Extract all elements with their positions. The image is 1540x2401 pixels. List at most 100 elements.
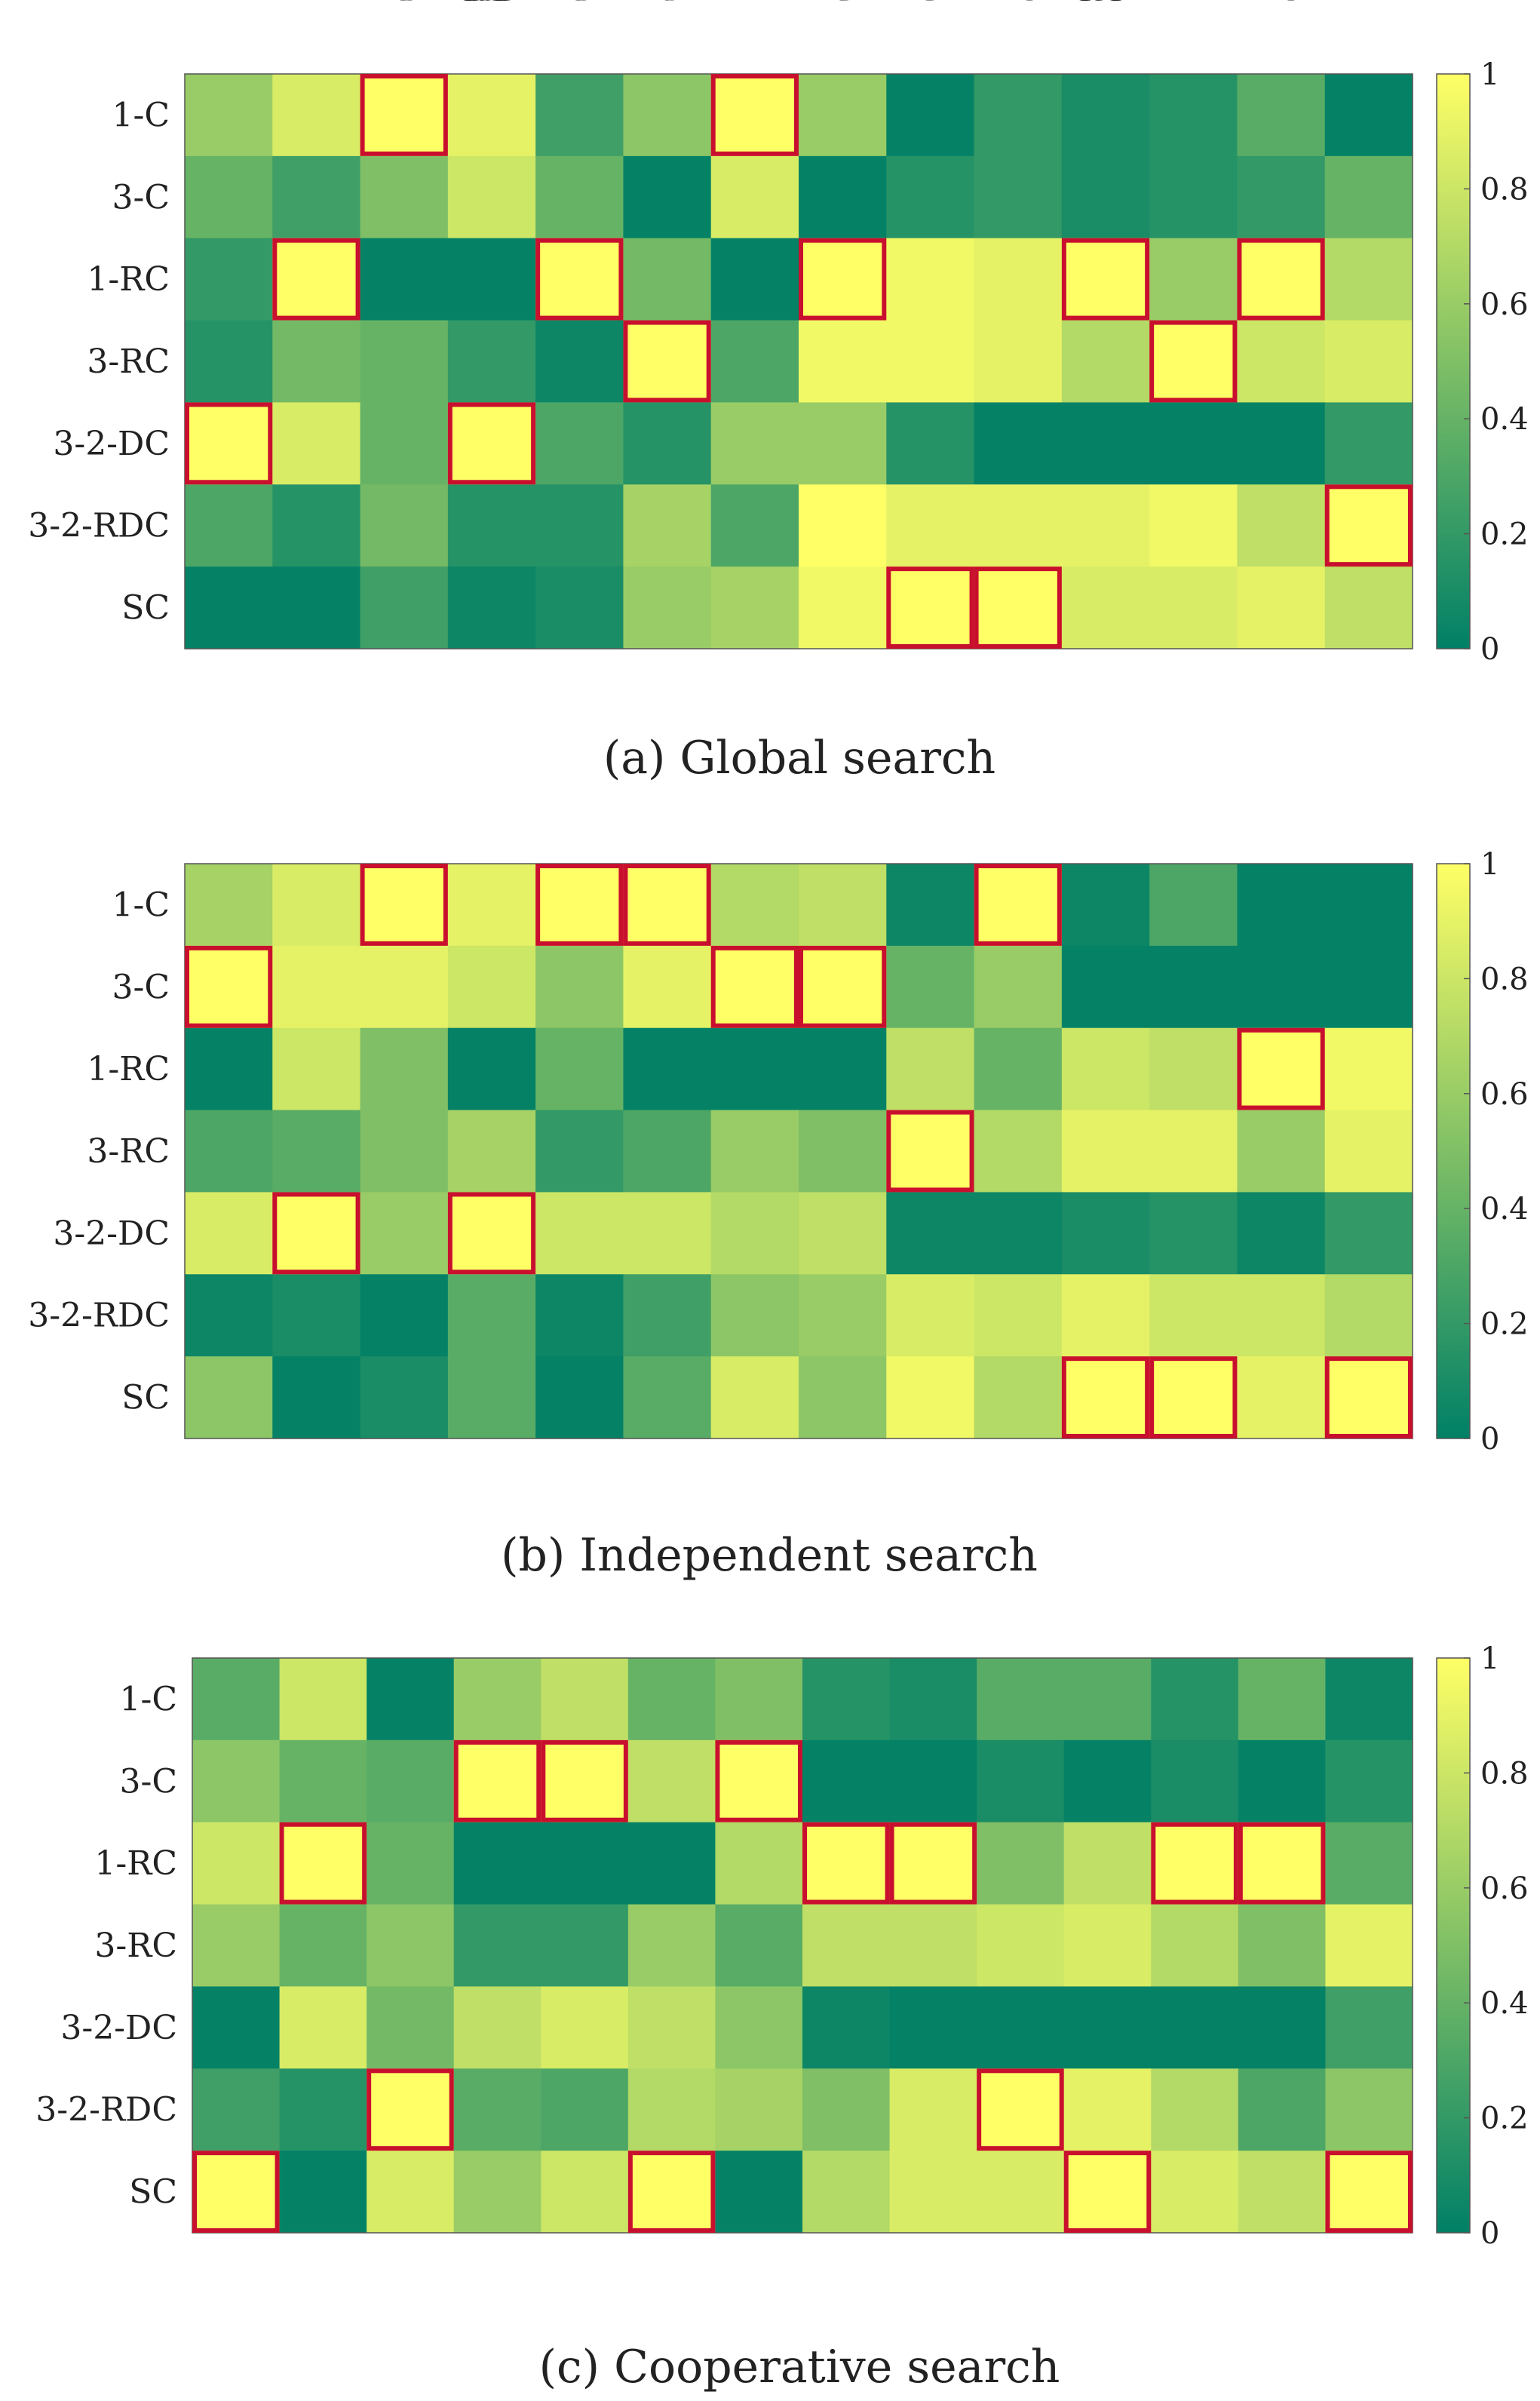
cell-r3-c10 [1061, 1110, 1150, 1193]
cell-r6-c9 [977, 2151, 1065, 2234]
cell-r1-c3 [447, 155, 536, 239]
column-label-2: 3 [394, 0, 415, 8]
cell-r0-c8 [889, 1658, 977, 1741]
cell-r2-c2 [367, 1822, 455, 1905]
cell-r2-c13 [1325, 1822, 1413, 1905]
cell-r2-c0 [185, 238, 273, 321]
cell-r0-c3 [447, 74, 536, 157]
cell-r6-c5 [623, 566, 712, 649]
highlight-r6-c13 [1325, 2151, 1413, 2233]
column-label-10: 11 [1084, 0, 1127, 8]
column-label-12: 13 [1260, 0, 1302, 8]
row-labels: 1-C 3-C 1-RC 3-RC 3-2-DC 3-2-RDC SC [35, 1680, 177, 2211]
row-label-2: 1-RC [87, 260, 170, 299]
cell-r1-c8 [886, 155, 975, 239]
cell-r1-c11 [1149, 945, 1238, 1029]
cell-r2-c9 [974, 1027, 1063, 1111]
cell-r2-c9 [977, 1822, 1065, 1905]
cell-r4-c10 [1061, 1192, 1150, 1275]
column-label-1: 2 [305, 0, 327, 8]
cell-r5-c7 [799, 484, 887, 567]
highlight-r4-c0 [185, 402, 273, 485]
cell-r2-c7 [799, 1027, 887, 1111]
cell-r0-c11 [1149, 74, 1238, 157]
cell-r4-c6 [710, 1192, 799, 1275]
cell-r0-c10 [1061, 864, 1150, 947]
column-label-13: 14 [1348, 0, 1390, 8]
highlight-r2-c1 [279, 1822, 367, 1905]
highlight-r6-c10 [1063, 2151, 1152, 2233]
cell-r5-c4 [541, 2068, 629, 2151]
column-label-9: 10 [997, 0, 1039, 8]
cell-r5-c2 [360, 484, 449, 567]
cell-r3-c12 [1237, 1110, 1326, 1193]
cell-r1-c1 [272, 155, 361, 239]
colorbar-label-0: 0 [1480, 2216, 1499, 2251]
cell-r6-c5 [623, 1356, 712, 1439]
column-label-4: 5 [569, 0, 590, 8]
cell-r5-c12 [1238, 2068, 1327, 2151]
cell-r3-c5 [627, 1904, 716, 1988]
cell-r4-c3 [453, 1986, 541, 2069]
cell-r0-c8 [886, 74, 975, 157]
cell-r1-c2 [360, 945, 449, 1029]
cell-r1-c4 [535, 155, 624, 239]
cell-r3-c8 [886, 320, 975, 404]
highlight-r1-c0 [185, 945, 273, 1028]
cell-r5-c3 [447, 1274, 536, 1357]
cell-r3-c12 [1237, 320, 1326, 404]
cell-r3-c2 [367, 1904, 455, 1988]
cell-r3-c12 [1238, 1904, 1327, 1988]
column-label-5: 6 [657, 0, 678, 8]
cell-r6-c1 [272, 566, 361, 649]
cell-r3-c9 [974, 1110, 1063, 1193]
cell-r2-c2 [360, 238, 449, 321]
cell-r6-c6 [710, 1356, 799, 1439]
highlight-r0-c5 [623, 864, 711, 946]
cell-r4-c4 [535, 402, 624, 485]
cell-r2-c3 [447, 1027, 536, 1111]
colorbar-label-2: 0.4 [1480, 1986, 1529, 2021]
column-label-13: 14 [1348, 0, 1390, 8]
group-label-t: αt [1074, 0, 1126, 11]
cell-r2-c11 [1149, 1027, 1238, 1111]
cell-r3-c2 [360, 1110, 449, 1193]
cell-r0-c3 [447, 864, 536, 947]
cell-r3-c1 [272, 1110, 361, 1193]
highlight-r5-c9 [977, 2068, 1064, 2151]
highlight-r0-c6 [710, 74, 799, 156]
panel-caption: (c) Cooperative search [539, 2341, 1060, 2393]
cell-r5-c13 [1325, 2068, 1413, 2151]
group-braces: αs αt [458, 0, 1126, 11]
highlight-r6-c8 [886, 566, 974, 649]
cell-r6-c2 [360, 566, 449, 649]
colorbar-gradient [1436, 1657, 1471, 2234]
cell-r4-c4 [535, 1192, 624, 1275]
column-label-4: 5 [574, 0, 595, 8]
cell-r0-c4 [535, 74, 624, 157]
colorbar-label-4: 0.8 [1480, 1756, 1529, 1791]
cell-r5-c4 [535, 484, 624, 567]
column-tick-labels: 1234567891011121314 [225, 0, 1390, 8]
cell-r4-c1 [272, 402, 361, 485]
column-label-9: 10 [997, 0, 1039, 8]
cell-r6-c12 [1237, 1356, 1326, 1439]
cell-r1-c9 [974, 155, 1063, 239]
cell-r2-c6 [710, 238, 799, 321]
highlight-r1-c4 [541, 1739, 628, 1822]
cell-r0-c12 [1237, 74, 1326, 157]
cell-r3-c8 [889, 1904, 977, 1988]
row-label-4: 3-2-DC [53, 1214, 170, 1253]
cell-r1-c13 [1324, 155, 1413, 239]
cell-r1-c0 [185, 155, 273, 239]
highlight-r0-c2 [360, 864, 448, 946]
cell-r4-c1 [279, 1986, 367, 2069]
cell-r3-c1 [279, 1904, 367, 1988]
column-label-10: 11 [1084, 0, 1127, 8]
cell-r4-c2 [367, 1986, 455, 2069]
cell-r2-c5 [623, 238, 712, 321]
cell-r3-c9 [974, 320, 1063, 404]
cell-r6-c13 [1324, 566, 1413, 649]
cell-r2-c10 [1061, 1027, 1150, 1111]
